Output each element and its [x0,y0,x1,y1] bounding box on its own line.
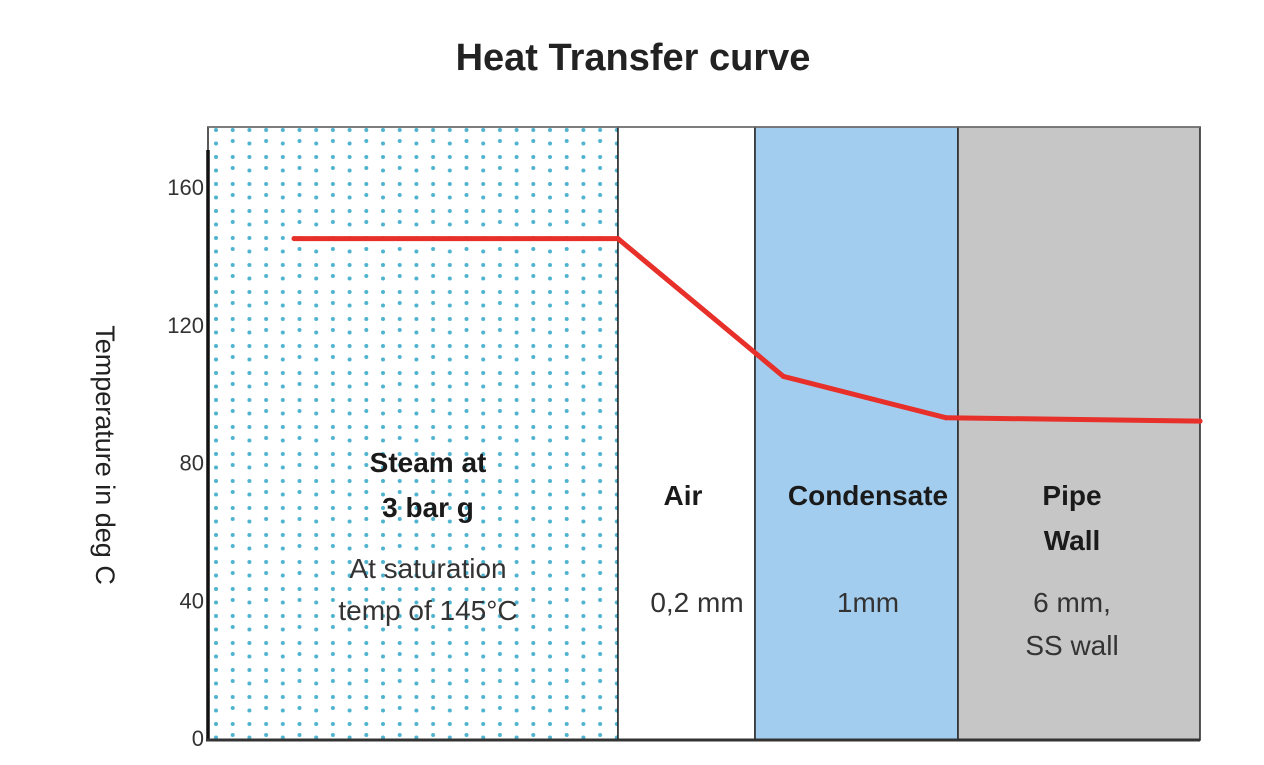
data-point [780,373,786,379]
layer-detail: 0,2 mm [650,587,743,618]
layer-label: Condensate [788,480,948,511]
data-point [291,236,297,242]
y-axis-ticks: 0 40 80 120 160 [167,175,204,751]
series-segment [780,373,949,421]
layer-label: Steam at [370,447,487,478]
layer-detail: SS wall [1025,630,1118,661]
layer-air [617,126,756,741]
y-tick-label: 40 [180,588,204,613]
layer-label: Pipe [1042,480,1101,511]
chart-title: Heat Transfer curve [456,37,811,79]
layer-label: Wall [1044,525,1101,556]
y-tick-label: 80 [180,451,204,476]
layer-detail: 1mm [837,587,899,618]
series-segment [943,415,1203,424]
data-point [1197,418,1203,424]
y-tick-label: 160 [167,175,204,200]
layer-labels: Steam at 3 bar g At saturation temp of 145°… [338,447,1118,661]
data-point [943,415,949,421]
y-axis-label: Temperature in deg C [90,325,120,585]
data-point [615,236,621,242]
layer-label: Air [664,480,703,511]
series-segment [615,236,786,379]
layer-condensate [754,126,959,741]
layer-pipe-wall [957,126,1201,741]
layer-label: 3 bar g [382,492,474,523]
temperature-series [291,236,1203,424]
layer-detail: temp of 145°C [338,595,517,626]
layer-steam [207,126,619,741]
layer-detail: 6 mm, [1033,587,1111,618]
y-tick-label: 0 [192,726,204,751]
layer-regions [207,126,1201,741]
layer-detail: At saturation [349,553,506,584]
y-tick-label: 120 [167,313,204,338]
